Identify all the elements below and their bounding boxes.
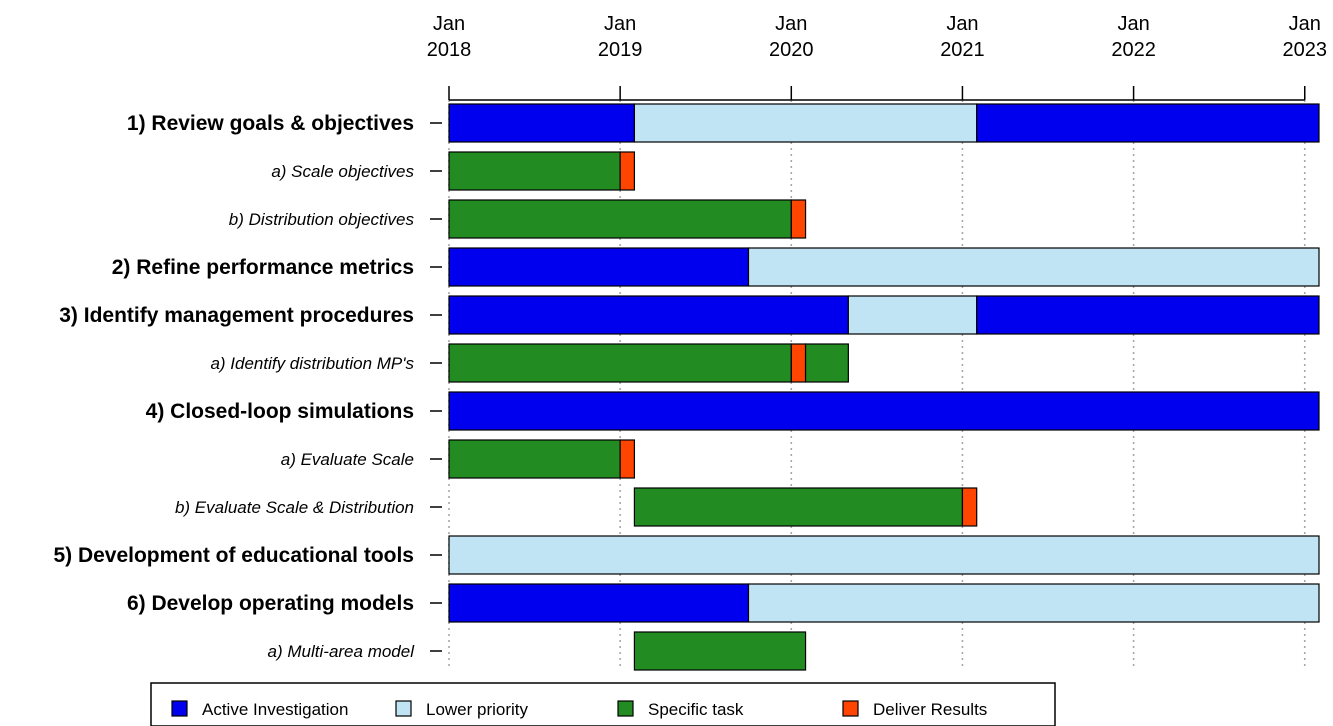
subtask-label: a) Multi-area model [268,642,416,661]
task-label: 4) Closed-loop simulations [146,400,414,423]
bar-lower [749,584,1319,622]
legend-swatch-lower [396,701,411,716]
task-label: 1) Review goals & objectives [127,112,414,135]
legend-label-lower: Lower priority [426,700,529,719]
bar-active [449,248,749,286]
bar-task [449,440,620,478]
task-bars [449,104,1319,670]
bar-deliver [791,200,805,238]
bar-deliver [962,488,976,526]
bar-deliver [620,440,634,478]
bar-task [449,152,620,190]
bar-active [977,104,1319,142]
bar-lower [749,248,1319,286]
x-tick-label: Jan 2019 [598,13,643,61]
bar-lower [634,104,976,142]
bar-deliver [791,344,805,382]
bar-active [449,392,1319,430]
top-axis: Jan 2018 Jan 2019 Jan 2020 Jan 2021 Jan 2022 Jan 20… [427,13,1327,100]
subtask-label: a) Identify distribution MP's [210,354,414,373]
bar-active [449,104,634,142]
x-tick-label: Jan 2022 [1111,13,1156,61]
x-tick-label: Jan 2021 [940,13,985,61]
bar-task [806,344,849,382]
bar-active [449,296,848,334]
legend-swatch-task [618,701,633,716]
x-tick-label: Jan 2020 [769,13,814,61]
bar-deliver [620,152,634,190]
task-label: 6) Develop operating models [127,592,414,615]
bar-lower [449,536,1319,574]
legend: Active Investigation Lower priority Specif… [151,683,1055,726]
subtask-label: a) Scale objectives [271,162,414,181]
subtask-label: b) Evaluate Scale & Distribution [175,498,414,517]
legend-swatch-active [172,701,187,716]
x-tick-label: Jan 2023 [1282,13,1327,61]
legend-label-deliver: Deliver Results [873,700,987,719]
bar-task [449,200,791,238]
task-labels: 1) Review goals & objectives a) Scale obj… [53,112,442,661]
bar-active [977,296,1319,334]
x-tick-label: Jan 2018 [427,13,472,61]
task-label: 3) Identify management procedures [59,304,414,327]
bar-lower [848,296,976,334]
legend-label-active: Active Investigation [202,700,348,719]
legend-label-task: Specific task [648,700,744,719]
task-label: 5) Development of educational tools [53,544,414,567]
task-label: 2) Refine performance metrics [112,256,414,279]
subtask-label: b) Distribution objectives [229,210,415,229]
bar-task [449,344,791,382]
bar-task [634,632,805,670]
bar-task [634,488,962,526]
subtask-label: a) Evaluate Scale [281,450,414,469]
legend-swatch-deliver [843,701,858,716]
bar-active [449,584,749,622]
